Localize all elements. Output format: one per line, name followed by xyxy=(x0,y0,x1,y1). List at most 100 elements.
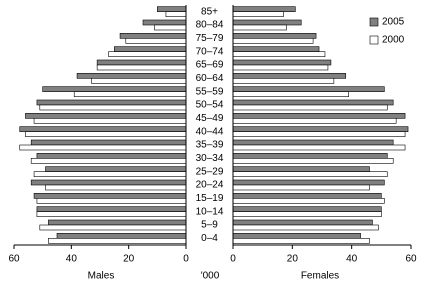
category-label: 85+ xyxy=(201,6,218,17)
bar xyxy=(48,238,187,244)
category-label: 0–4 xyxy=(201,233,218,244)
bar xyxy=(48,219,187,226)
bar xyxy=(232,171,388,177)
category-label: 60–64 xyxy=(196,73,224,84)
bar xyxy=(19,144,187,151)
legend-label: 2005 xyxy=(382,17,405,28)
bar xyxy=(96,64,187,71)
bar xyxy=(30,179,187,186)
bar xyxy=(232,78,335,84)
bar xyxy=(232,33,317,39)
bar xyxy=(56,233,187,239)
bar xyxy=(76,73,187,79)
bar xyxy=(73,91,187,97)
x-tick-label: 0 xyxy=(230,254,236,265)
bar xyxy=(125,38,187,44)
bar xyxy=(232,64,329,71)
bar xyxy=(42,86,187,92)
category-label: 70–74 xyxy=(196,46,224,57)
bar xyxy=(232,104,388,111)
bar xyxy=(45,166,187,172)
bar xyxy=(96,59,187,66)
bar xyxy=(114,46,187,52)
bar xyxy=(36,99,187,106)
bar xyxy=(232,6,296,12)
bar xyxy=(232,126,409,132)
left-axis-label: Males xyxy=(88,271,115,282)
category-label: 5–9 xyxy=(201,220,218,231)
x-tick-label: 0 xyxy=(183,254,189,265)
bar xyxy=(232,51,326,57)
bar xyxy=(232,73,347,79)
category-label: 30–34 xyxy=(196,153,224,164)
category-label: 25–29 xyxy=(196,166,224,177)
bar xyxy=(232,59,332,66)
bar xyxy=(142,19,187,26)
bar xyxy=(157,6,187,12)
x-tick-label: 40 xyxy=(66,254,78,265)
bar xyxy=(108,51,187,57)
bar xyxy=(36,198,187,204)
category-label: 80–84 xyxy=(196,20,224,31)
category-label: 10–14 xyxy=(196,206,224,217)
legend-swatch xyxy=(369,35,379,45)
category-label: 20–24 xyxy=(196,180,224,191)
bar xyxy=(232,24,287,31)
bar xyxy=(232,206,382,212)
category-label: 65–69 xyxy=(196,60,224,71)
category-label: 75–79 xyxy=(196,33,224,44)
bar xyxy=(30,158,187,164)
bar xyxy=(33,171,187,177)
right-axis-label: Females xyxy=(301,271,339,282)
bar xyxy=(232,131,406,137)
bar xyxy=(36,206,187,212)
legend-swatch xyxy=(369,17,379,27)
x-tick-label: 20 xyxy=(287,254,299,265)
legend-label: 2000 xyxy=(382,35,405,46)
bar xyxy=(232,224,379,231)
bar xyxy=(33,193,187,199)
category-label: 50–54 xyxy=(196,100,224,111)
bar xyxy=(232,153,388,159)
bar xyxy=(232,184,370,191)
bar xyxy=(165,11,187,17)
bar xyxy=(30,139,187,146)
bar xyxy=(232,219,373,226)
bar xyxy=(25,131,187,137)
bar xyxy=(232,211,382,217)
bar xyxy=(25,113,187,119)
bar xyxy=(91,78,187,84)
x-tick-label: 60 xyxy=(8,254,20,265)
bar xyxy=(36,153,187,159)
bar xyxy=(154,24,187,31)
category-label: 35–39 xyxy=(196,140,224,151)
bar xyxy=(232,233,361,239)
category-label: 45–49 xyxy=(196,113,224,124)
bar xyxy=(232,158,394,164)
bar xyxy=(232,99,394,106)
bar xyxy=(232,139,394,146)
bar xyxy=(232,166,370,172)
bar xyxy=(119,33,187,39)
bar xyxy=(232,19,302,26)
bar xyxy=(232,179,385,186)
bar xyxy=(232,91,349,97)
category-label: 40–44 xyxy=(196,126,224,137)
bar xyxy=(232,118,397,124)
bar xyxy=(232,144,406,151)
bar xyxy=(232,86,385,92)
bar xyxy=(232,238,370,244)
category-label: 55–59 xyxy=(196,86,224,97)
bar xyxy=(39,104,187,111)
bar xyxy=(232,11,284,17)
bar xyxy=(232,38,314,44)
bar xyxy=(232,193,382,199)
x-tick-label: 20 xyxy=(123,254,135,265)
bar xyxy=(232,113,406,119)
bar xyxy=(232,198,385,204)
bar xyxy=(36,211,187,217)
bar xyxy=(232,46,320,52)
x-tick-label: 60 xyxy=(405,254,417,265)
x-tick-label: 40 xyxy=(346,254,358,265)
